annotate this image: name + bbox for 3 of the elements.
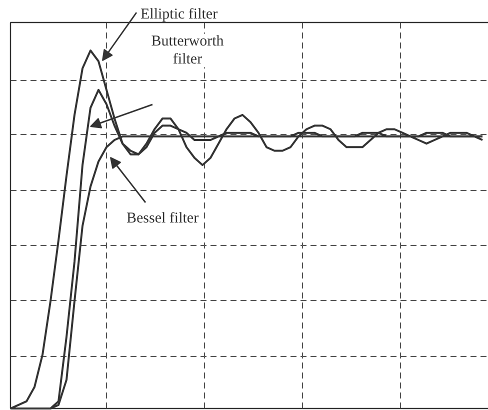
text: Elliptic filter bbox=[140, 6, 218, 22]
text: Butterworth filter bbox=[151, 34, 224, 68]
text: Bessel filter bbox=[126, 210, 199, 226]
